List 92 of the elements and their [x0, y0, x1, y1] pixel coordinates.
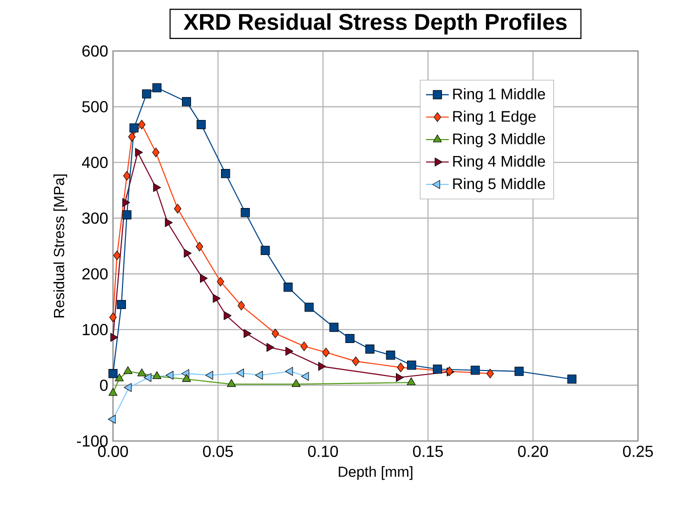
point	[300, 341, 308, 352]
point	[116, 300, 126, 310]
point	[301, 372, 309, 381]
y-tick-label: 200	[82, 268, 108, 280]
point	[114, 374, 124, 382]
point	[285, 366, 293, 376]
point	[255, 370, 263, 380]
point	[108, 369, 118, 378]
point	[407, 360, 416, 370]
point	[122, 198, 130, 207]
point	[238, 300, 245, 310]
point	[397, 362, 404, 372]
point	[284, 282, 293, 292]
point	[138, 120, 146, 130]
x-tick-label: 0.20	[518, 446, 548, 458]
point	[266, 342, 274, 352]
point	[110, 332, 118, 342]
point	[122, 210, 132, 220]
point	[514, 366, 524, 376]
point	[396, 373, 404, 382]
y-tick-label: 500	[82, 101, 108, 112]
x-tick-label: 0.15	[413, 446, 443, 458]
point	[123, 170, 131, 181]
point	[152, 148, 160, 158]
point	[322, 348, 330, 358]
x-axis-title: Depth [mm]	[338, 466, 412, 480]
point	[142, 89, 152, 98]
point	[152, 371, 162, 380]
point	[470, 366, 480, 375]
point	[124, 383, 132, 392]
point	[406, 377, 416, 386]
point	[216, 276, 224, 286]
point	[221, 169, 230, 178]
point	[129, 123, 139, 132]
point	[244, 329, 252, 338]
legend-label: Ring 1 Middle	[453, 88, 546, 102]
point	[152, 83, 162, 92]
point	[123, 366, 132, 374]
point	[153, 183, 161, 192]
point	[196, 120, 206, 130]
y-tick-label: 0	[100, 380, 108, 391]
y-tick-label: 100	[82, 324, 108, 336]
point	[182, 374, 191, 382]
point	[236, 368, 244, 378]
point	[184, 248, 192, 258]
point	[345, 334, 354, 344]
point	[432, 364, 442, 374]
point	[164, 218, 173, 228]
point	[108, 414, 116, 424]
point	[128, 132, 136, 142]
point	[240, 208, 250, 218]
point	[109, 312, 117, 322]
point	[212, 294, 221, 303]
point	[182, 97, 192, 106]
point	[200, 274, 208, 283]
point	[113, 250, 121, 260]
point	[227, 379, 236, 387]
point	[386, 350, 396, 360]
point	[365, 344, 374, 354]
point	[272, 328, 280, 338]
point	[352, 356, 360, 366]
x-tick-label: 0.10	[308, 446, 338, 458]
x-tick-label: 0.00	[98, 446, 128, 458]
x-tick-label: 0.05	[203, 446, 233, 458]
point	[108, 388, 118, 396]
legend-label: Ring 1 Edge	[453, 110, 536, 125]
y-tick-label: -100	[76, 435, 108, 447]
point	[567, 374, 576, 384]
point	[224, 311, 232, 320]
chart-title: XRD Residual Stress Depth Profiles	[184, 13, 567, 34]
legend-label: Ring 4 Middle	[453, 155, 546, 170]
y-tick-label: 300	[82, 212, 108, 224]
point	[135, 148, 143, 157]
y-tick-label: 400	[82, 156, 108, 168]
point	[144, 373, 152, 382]
legend-label: Ring 3 Middle	[453, 133, 546, 148]
y-axis-title: Residual Stress [MPa]	[53, 174, 68, 318]
point	[260, 246, 270, 255]
point	[486, 368, 494, 378]
legend-label: Ring 5 Middle	[453, 178, 546, 192]
x-tick-label: 0.25	[623, 446, 653, 458]
point	[166, 370, 174, 380]
point	[174, 204, 182, 214]
y-tick-label: 600	[82, 45, 108, 57]
point	[137, 368, 146, 376]
point	[285, 346, 294, 356]
point	[329, 322, 338, 332]
point	[318, 362, 326, 371]
point	[292, 379, 301, 387]
point	[205, 370, 214, 380]
point	[304, 302, 314, 312]
point	[196, 242, 204, 252]
